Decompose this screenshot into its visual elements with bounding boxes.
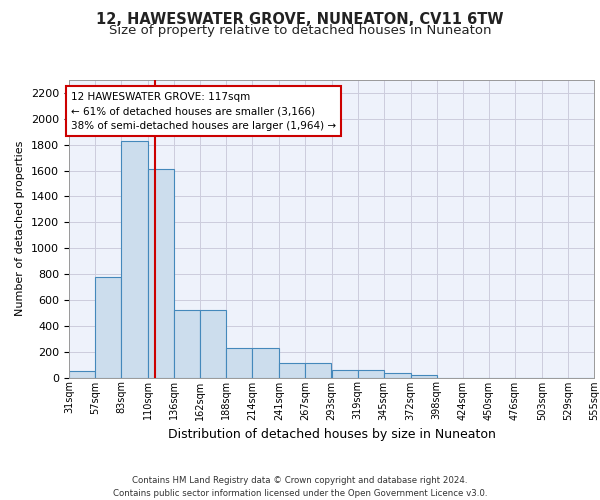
Bar (280, 364, 305, 378)
Bar (174, 310, 200, 378)
Text: Contains HM Land Registry data © Crown copyright and database right 2024.
Contai: Contains HM Land Registry data © Crown c… (113, 476, 487, 498)
Text: 12, HAWESWATER GROVE, NUNEATON, CV11 6TW: 12, HAWESWATER GROVE, NUNEATON, CV11 6TW (96, 12, 504, 28)
Bar (305, 364, 331, 378)
Bar (253, 348, 280, 378)
Bar (200, 310, 226, 378)
Bar (148, 169, 174, 378)
Bar (226, 348, 253, 378)
Bar (121, 141, 148, 378)
Text: 12 HAWESWATER GROVE: 117sqm
← 61% of detached houses are smaller (3,166)
38% of : 12 HAWESWATER GROVE: 117sqm ← 61% of det… (71, 92, 336, 131)
Bar (69, 371, 95, 378)
Bar (95, 276, 121, 378)
Bar (358, 370, 383, 378)
Text: Size of property relative to detached houses in Nuneaton: Size of property relative to detached ho… (109, 24, 491, 37)
Y-axis label: Number of detached properties: Number of detached properties (16, 141, 25, 316)
X-axis label: Distribution of detached houses by size in Nuneaton: Distribution of detached houses by size … (167, 428, 496, 441)
Bar (410, 375, 437, 378)
Bar (383, 373, 410, 378)
Bar (331, 370, 358, 378)
